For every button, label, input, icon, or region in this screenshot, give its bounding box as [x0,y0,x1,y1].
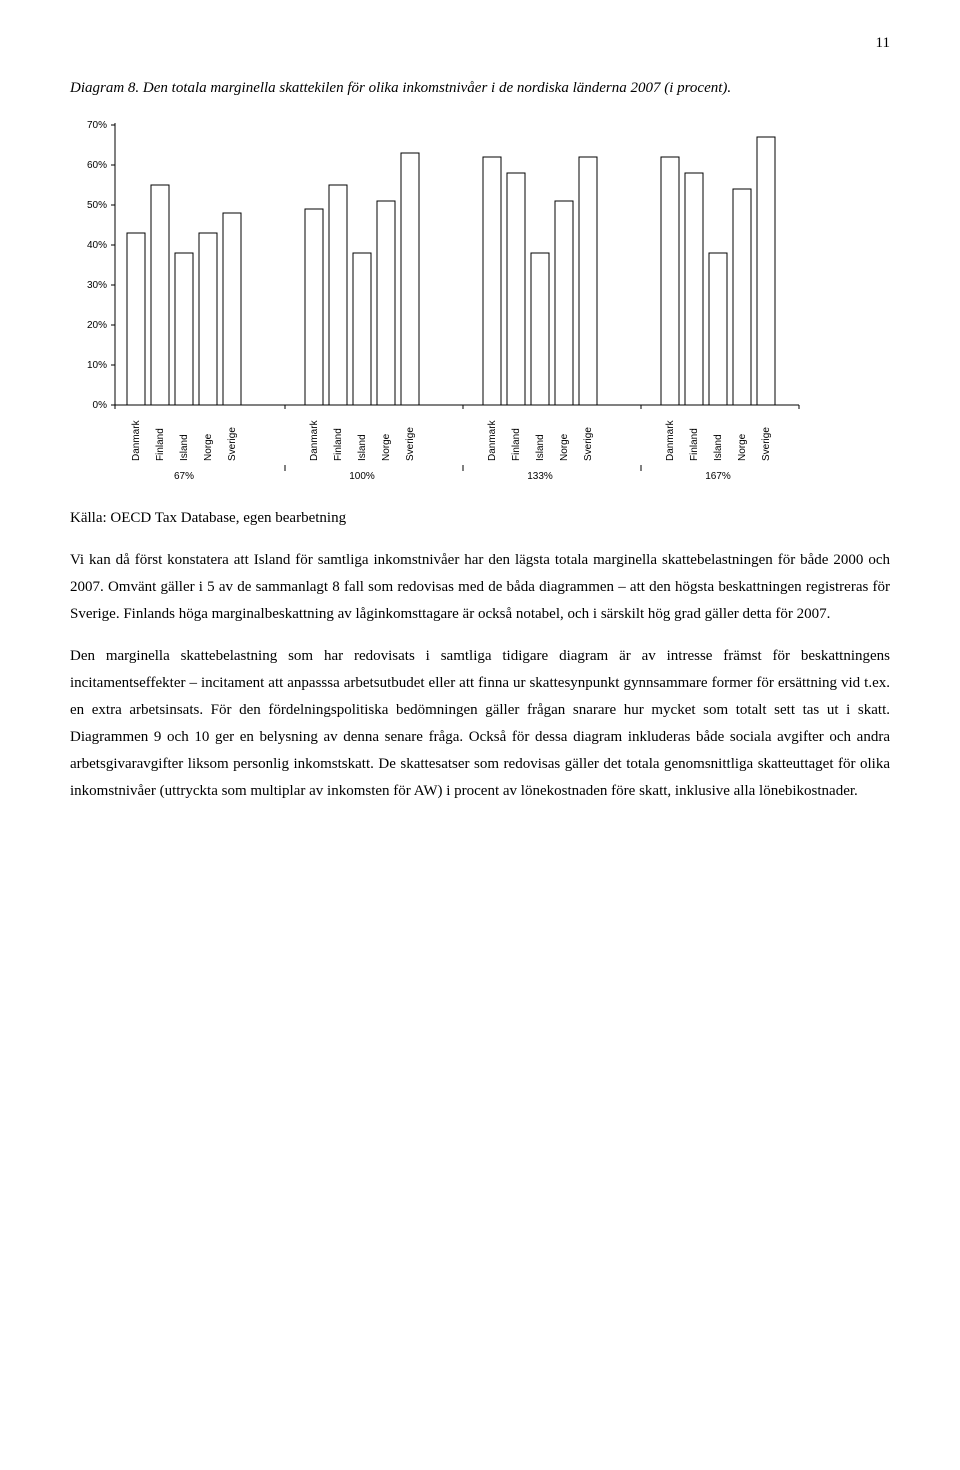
bar-country-label: Sverige [405,426,416,460]
bar [329,185,347,405]
bar-country-label: Island [535,434,546,461]
bar-country-label: Norge [203,433,214,461]
svg-text:10%: 10% [87,360,107,371]
bar [579,157,597,405]
chart-source: Källa: OECD Tax Database, egen bearbetni… [70,505,890,532]
svg-text:30%: 30% [87,280,107,291]
chart-container: 0% 10% 20% 30% 40% 50% 60% 70% Danmark Finland Isl… [70,115,890,490]
bar-country-label: Danmark [131,419,142,461]
bar [377,201,395,405]
body-paragraph-1: Vi kan då först konstatera att Island fö… [70,547,890,628]
bar [175,253,193,405]
bar-country-label: Finland [511,428,522,461]
bar-country-label: Finland [689,428,700,461]
svg-text:60%: 60% [87,160,107,171]
bar-country-label: Sverige [761,426,772,460]
bar [757,137,775,405]
group-label: 167% [705,471,731,482]
bar-country-label: Norge [737,433,748,461]
bar [531,253,549,405]
bar-chart: 0% 10% 20% 30% 40% 50% 60% 70% Danmark Finland Isl… [70,115,809,490]
bar [661,157,679,405]
bar-country-label: Finland [155,428,166,461]
bar [555,201,573,405]
bar-country-label: Danmark [665,419,676,461]
body-paragraph-2: Den marginella skattebelastning som har … [70,643,890,805]
bar-country-label: Finland [333,428,344,461]
group-label: 100% [349,471,375,482]
bar-country-label: Danmark [309,419,320,461]
bar [305,209,323,405]
bar [223,213,241,405]
svg-text:0%: 0% [93,400,108,411]
bar-country-label: Danmark [487,419,498,461]
bar [733,189,751,405]
bar-country-label: Island [713,434,724,461]
bar [199,233,217,405]
bar [507,173,525,405]
bar [151,185,169,405]
bar-country-label: Norge [381,433,392,461]
bar [353,253,371,405]
bar [709,253,727,405]
group-label: 133% [527,471,553,482]
chart-caption: Diagram 8. Den totala marginella skattek… [70,77,890,100]
svg-text:70%: 70% [87,120,107,131]
bar-country-label: Island [179,434,190,461]
svg-text:40%: 40% [87,240,107,251]
svg-text:20%: 20% [87,320,107,331]
bar [483,157,501,405]
bar [685,173,703,405]
bar [401,153,419,405]
svg-text:50%: 50% [87,200,107,211]
bar [127,233,145,405]
bar-country-label: Island [357,434,368,461]
bar-country-label: Sverige [227,426,238,460]
page-number: 11 [70,30,890,57]
group-label: 67% [174,471,194,482]
bar-country-label: Sverige [583,426,594,460]
bar-country-label: Norge [559,433,570,461]
